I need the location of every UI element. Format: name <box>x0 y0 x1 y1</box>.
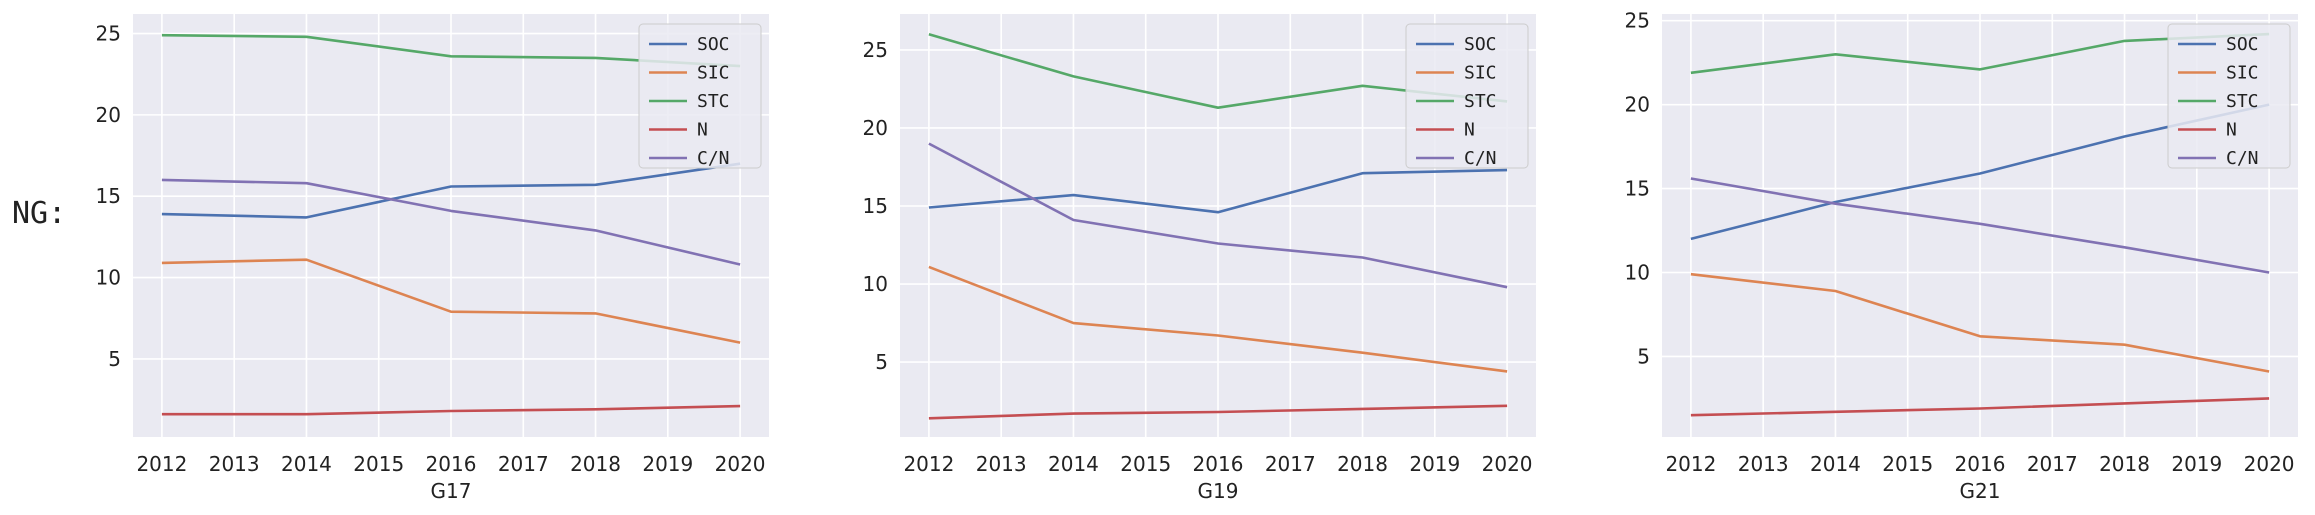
x-tick-label: 2019 <box>1409 452 1460 476</box>
legend-label: N <box>1464 120 1475 141</box>
y-tick-label: 20 <box>96 103 121 127</box>
series-line-cn <box>928 142 1508 289</box>
series-line-soc <box>161 162 741 219</box>
legend-label: STC <box>1464 91 1497 112</box>
legend-label: SIC <box>1464 63 1497 84</box>
x-axis-label: G21 <box>1960 479 2001 503</box>
legend-label: SOC <box>1464 34 1497 55</box>
y-tick-label: 5 <box>875 350 888 374</box>
legend-box <box>638 23 762 169</box>
y-tick-label: 25 <box>96 22 121 46</box>
legend-box <box>1405 23 1529 169</box>
x-tick-label: 2020 <box>1482 452 1533 476</box>
series-line-n <box>928 404 1508 420</box>
x-tick-label: 2016 <box>1193 452 1244 476</box>
y-tick-label: 25 <box>1625 9 1650 33</box>
y-tick-label: 10 <box>863 272 888 296</box>
x-tick-label: 2015 <box>1120 452 1171 476</box>
x-tick-label: 2013 <box>209 452 260 476</box>
legend-label: C/N <box>697 148 730 169</box>
y-tick-label: 20 <box>1625 93 1650 117</box>
legend-label: SIC <box>697 63 730 84</box>
series-line-sic <box>161 258 741 344</box>
x-tick-label: 2015 <box>353 452 404 476</box>
legend-label: SOC <box>697 34 730 55</box>
legend-label: SIC <box>2226 63 2259 84</box>
row-label: NG: <box>12 196 67 231</box>
y-tick-label: 10 <box>96 266 121 290</box>
y-tick-label: 10 <box>1625 261 1650 285</box>
x-tick-label: 2014 <box>1048 452 1099 476</box>
x-tick-label: 2017 <box>2027 452 2078 476</box>
chart-g19: 2012 2013 2014 2015 2016 2017 2018 2019 2020 5 10 1… <box>863 14 1536 503</box>
x-tick-label: 2019 <box>2171 452 2222 476</box>
series-line-n <box>1690 397 2270 417</box>
y-tick-label: 15 <box>96 184 121 208</box>
y-tick-label: 15 <box>1625 177 1650 201</box>
legend-label: N <box>697 120 708 141</box>
series-line-n <box>161 404 741 416</box>
legend-label: C/N <box>2226 148 2259 169</box>
series-line-sic <box>1690 272 2270 373</box>
series-line-sic <box>928 265 1508 373</box>
legend-box <box>2167 23 2291 169</box>
y-tick-label: 5 <box>108 347 121 371</box>
series-line-cn <box>161 178 741 266</box>
legend-label: N <box>2226 120 2237 141</box>
chart-g21: 2012 2013 2014 2015 2016 2017 2018 2019 2020 5 10 1… <box>1625 9 2298 503</box>
x-tick-label: 2020 <box>2244 452 2295 476</box>
x-tick-label: 2012 <box>1665 452 1716 476</box>
legend-label: STC <box>2226 91 2259 112</box>
y-tick-label: 20 <box>863 116 888 140</box>
x-tick-label: 2013 <box>976 452 1027 476</box>
x-tick-label: 2019 <box>642 452 693 476</box>
x-tick-label: 2020 <box>715 452 766 476</box>
x-tick-label: 2015 <box>1882 452 1933 476</box>
x-tick-label: 2014 <box>281 452 332 476</box>
x-tick-label: 2017 <box>498 452 549 476</box>
x-tick-label: 2014 <box>1810 452 1861 476</box>
y-tick-label: 25 <box>863 38 888 62</box>
y-tick-label: 5 <box>1637 344 1650 368</box>
x-tick-label: 2016 <box>1955 452 2006 476</box>
x-tick-label: 2018 <box>1337 452 1388 476</box>
y-tick-label: 15 <box>863 194 888 218</box>
x-tick-label: 2017 <box>1265 452 1316 476</box>
chart-g17: 2012 2013 2014 2015 2016 2017 2018 2019 2020 5 10 1… <box>96 14 769 503</box>
x-tick-label: 2012 <box>136 452 187 476</box>
x-axis-label: G19 <box>1198 479 1239 503</box>
x-tick-label: 2013 <box>1738 452 1789 476</box>
legend-label: C/N <box>1464 148 1497 169</box>
legend-label: STC <box>697 91 730 112</box>
legend-label: SOC <box>2226 34 2259 55</box>
x-tick-label: 2012 <box>903 452 954 476</box>
x-tick-label: 2018 <box>2099 452 2150 476</box>
x-axis-label: G17 <box>431 479 472 503</box>
series-line-cn <box>1690 177 2270 274</box>
x-tick-label: 2016 <box>426 452 477 476</box>
series-line-soc <box>928 168 1508 214</box>
x-tick-label: 2018 <box>570 452 621 476</box>
